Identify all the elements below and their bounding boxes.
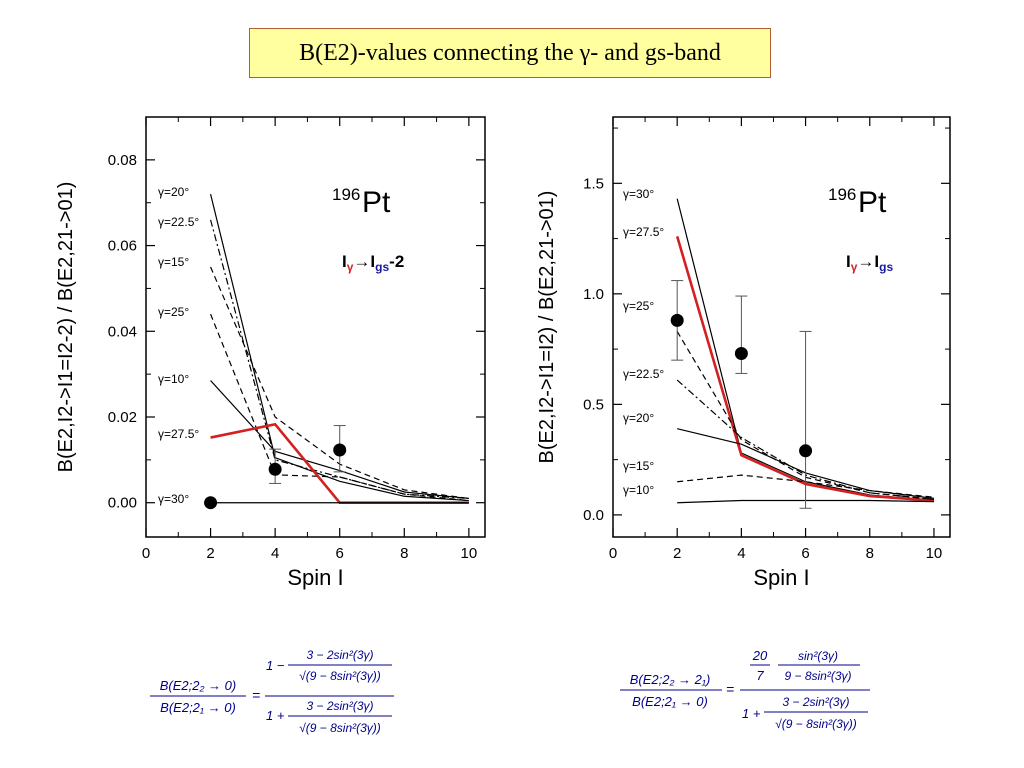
formula-left-lhs-num: B(E2;2₂ → 0)	[160, 678, 236, 693]
series-label: γ=20°	[623, 411, 654, 425]
annotation-part: gs	[375, 260, 389, 274]
data-point	[204, 496, 218, 510]
y-tick-label: 0.08	[108, 152, 137, 169]
annotation-part: I	[342, 252, 347, 271]
series-line-5	[677, 474, 935, 498]
formula-right-svg: B(E2;2₂ → 2₁) B(E2;2₁ → 0) = 20 7 sin²(3…	[620, 648, 870, 731]
series-label: γ=27.5°	[623, 225, 664, 239]
formula-right-bot-den: √(9 − 8sin²(3γ))	[775, 717, 857, 731]
series-label: γ=15°	[623, 459, 654, 473]
formula-right-lhs-num: B(E2;2₂ → 2₁)	[630, 672, 711, 687]
series-label: γ=30°	[623, 187, 654, 201]
transition-annotation: Iγ→Igs	[846, 252, 893, 274]
series-label: γ=10°	[158, 372, 189, 386]
formula-left-top-a: 1 −	[266, 658, 285, 673]
plot-frame	[612, 116, 951, 538]
formula-right-bot-a: 1 +	[742, 706, 761, 721]
x-tick-label: 0	[142, 545, 150, 562]
annotation-part: γ	[851, 260, 858, 274]
series-label: γ=22.5°	[158, 215, 199, 229]
x-tick-label: 4	[737, 545, 745, 562]
x-tick-label: 2	[673, 545, 681, 562]
formula-left-bot-den: √(9 − 8sin²(3γ))	[299, 721, 381, 735]
formula-left-top-num: 3 − 2sin²(3γ)	[306, 648, 373, 662]
y-tick-label: 0.5	[583, 396, 604, 413]
series-label: γ=30°	[158, 492, 189, 506]
series-label: γ=10°	[623, 483, 654, 497]
y-tick-label: 0.02	[108, 409, 137, 426]
series-label: γ=25°	[623, 299, 654, 313]
formula-right-equals: =	[726, 681, 734, 697]
annotation-part: I	[874, 252, 879, 271]
y-tick-label: 0.04	[108, 323, 137, 340]
transition-annotation: Iγ→Igs-2	[342, 252, 404, 274]
series-label: γ=25°	[158, 305, 189, 319]
annotation-part: I	[370, 252, 375, 271]
x-axis-label: Spin I	[287, 565, 343, 590]
y-tick-label: 1.5	[583, 175, 604, 192]
nucleus-symbol: Pt	[858, 186, 887, 219]
y-tick-label: 0.00	[108, 495, 137, 512]
formula-left-bot-a: 1 +	[266, 708, 285, 723]
nucleus-mass: 196	[828, 185, 856, 204]
formula-left-top-den: √(9 − 8sin²(3γ))	[299, 669, 381, 683]
data-point	[268, 462, 282, 476]
series-label: γ=20°	[158, 185, 189, 199]
y-axis-label: B(E2,I2->I1=I2) / B(E2,21->01)	[536, 191, 558, 464]
slide-title: B(E2)-values connecting the γ- and gs-ba…	[249, 28, 771, 78]
x-tick-label: 6	[336, 545, 344, 562]
series-line-1	[209, 219, 469, 500]
y-axis-label: B(E2,I2->I1=I2-2) / B(E2,21->01)	[55, 182, 77, 473]
x-tick-label: 8	[866, 545, 874, 562]
series-label: γ=27.5°	[158, 427, 199, 441]
y-tick-label: 0.06	[108, 238, 137, 255]
formula-left-equals: =	[252, 687, 260, 703]
formula-left: B(E2;2₂ → 0) B(E2;2₁ → 0) = 1 − 3 − 2sin…	[148, 648, 398, 748]
nucleus-mass: 196	[332, 185, 360, 204]
y-tick-label: 1.0	[583, 286, 604, 303]
y-tick-label: 0.0	[583, 507, 604, 524]
formula-right: B(E2;2₂ → 2₁) B(E2;2₁ → 0) = 20 7 sin²(3…	[620, 646, 890, 746]
x-tick-label: 2	[206, 545, 214, 562]
annotation-part: γ	[347, 260, 354, 274]
formula-right-bot-num: 3 − 2sin²(3γ)	[782, 695, 849, 709]
formula-left-lhs-den: B(E2;2₁ → 0)	[160, 700, 236, 715]
formula-right-lhs-den: B(E2;2₁ → 0)	[632, 694, 708, 709]
formula-right-frac-den: 7	[756, 668, 764, 683]
chart-left: 0 2 4 6 8 10 0.00 0.02 0.04 0.06 0.08 Spin I B(E2,I2…	[55, 116, 486, 590]
formula-right-sin-den: 9 − 8sin²(3γ)	[784, 669, 851, 683]
series-label: γ=22.5°	[623, 367, 664, 381]
nucleus-symbol: Pt	[362, 186, 391, 219]
x-tick-label: 10	[926, 545, 943, 562]
data-point	[734, 347, 748, 361]
formula-left-svg: B(E2;2₂ → 0) B(E2;2₁ → 0) = 1 − 3 − 2sin…	[150, 648, 394, 735]
x-tick-label: 6	[801, 545, 809, 562]
annotation-part: I	[846, 252, 851, 271]
x-tick-label: 8	[400, 545, 408, 562]
x-tick-label: 0	[609, 545, 617, 562]
x-tick-label: 4	[271, 545, 279, 562]
series-line-3	[210, 313, 469, 502]
annotation-part: gs	[879, 260, 893, 274]
series-label: γ=15°	[158, 255, 189, 269]
x-axis-label: Spin I	[753, 565, 809, 590]
data-point	[799, 444, 813, 458]
data-point	[333, 443, 347, 457]
formula-right-sin-num: sin²(3γ)	[798, 649, 838, 663]
annotation-part: →	[857, 252, 874, 271]
formula-left-bot-num: 3 − 2sin²(3γ)	[306, 699, 373, 713]
chart-right: 0 2 4 6 8 10 0.0 0.5 1.0 1.5 Spin I B(E2,I2->I1=I2)…	[536, 116, 951, 590]
formula-right-frac-num: 20	[752, 648, 768, 663]
annotation-part: -2	[389, 252, 404, 271]
series-line-0	[209, 194, 469, 502]
data-point	[670, 313, 684, 327]
annotation-part: →	[353, 252, 370, 271]
x-tick-label: 10	[461, 545, 478, 562]
plot-frame	[145, 116, 486, 538]
